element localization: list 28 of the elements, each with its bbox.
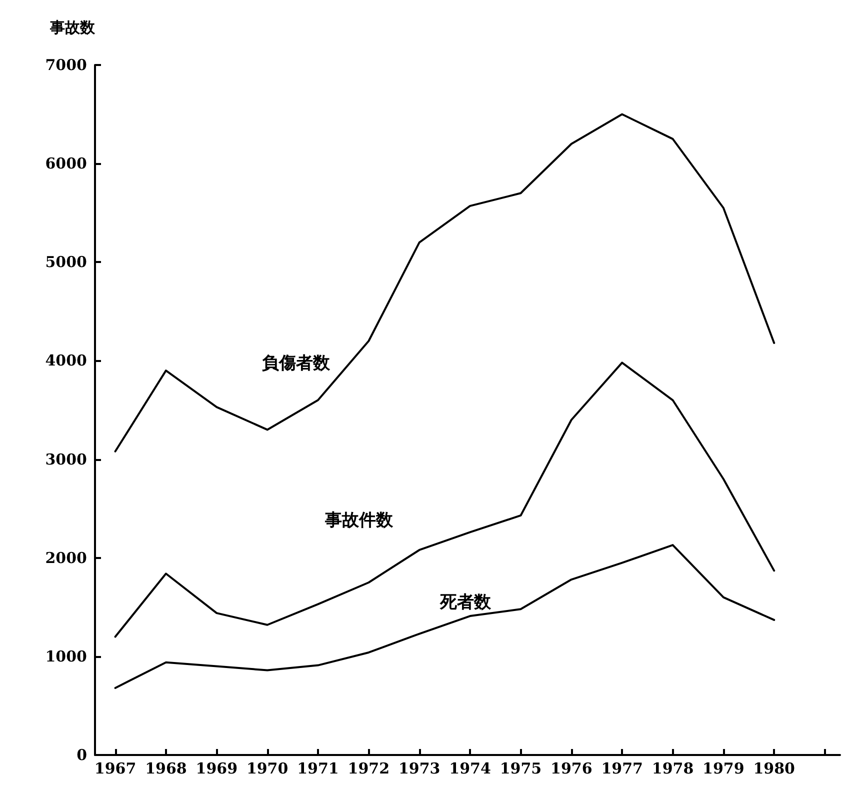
line-series (114, 544, 776, 689)
y-tick-label: 4000 (45, 352, 87, 370)
x-tick-label: 1973 (398, 760, 440, 778)
x-tick-label: 1979 (702, 760, 744, 778)
y-tick-label: 7000 (45, 56, 87, 74)
y-tick-label: 2000 (45, 548, 87, 567)
series-label: 事故件数 (324, 510, 394, 530)
x-tick-label: 1972 (348, 760, 390, 778)
x-tick-label: 1967 (94, 760, 136, 778)
series-label: 死者数 (439, 592, 492, 612)
x-tick-label: 1978 (652, 760, 694, 778)
y-axis-title: 事故数 (49, 18, 96, 36)
y-tick-label: 3000 (45, 450, 87, 468)
x-tick-label: 1976 (550, 760, 592, 778)
line-series (114, 113, 776, 452)
x-tick-label: 1971 (297, 760, 339, 778)
y-tick-label: 6000 (45, 154, 87, 173)
x-tick-label: 1980 (753, 760, 795, 778)
x-tick-label: 1969 (196, 760, 238, 778)
x-tick-label: 1974 (449, 760, 491, 778)
series-label: 負傷者数 (262, 354, 331, 374)
x-tick-label: 1975 (500, 760, 542, 778)
y-tick-label: 5000 (45, 253, 87, 272)
x-tick-label: 1968 (145, 760, 187, 778)
y-tick-label: 0 (76, 746, 87, 764)
y-tick-label: 1000 (45, 647, 87, 666)
x-tick-label: 1977 (601, 760, 643, 778)
x-tick-label: 1970 (246, 760, 288, 778)
